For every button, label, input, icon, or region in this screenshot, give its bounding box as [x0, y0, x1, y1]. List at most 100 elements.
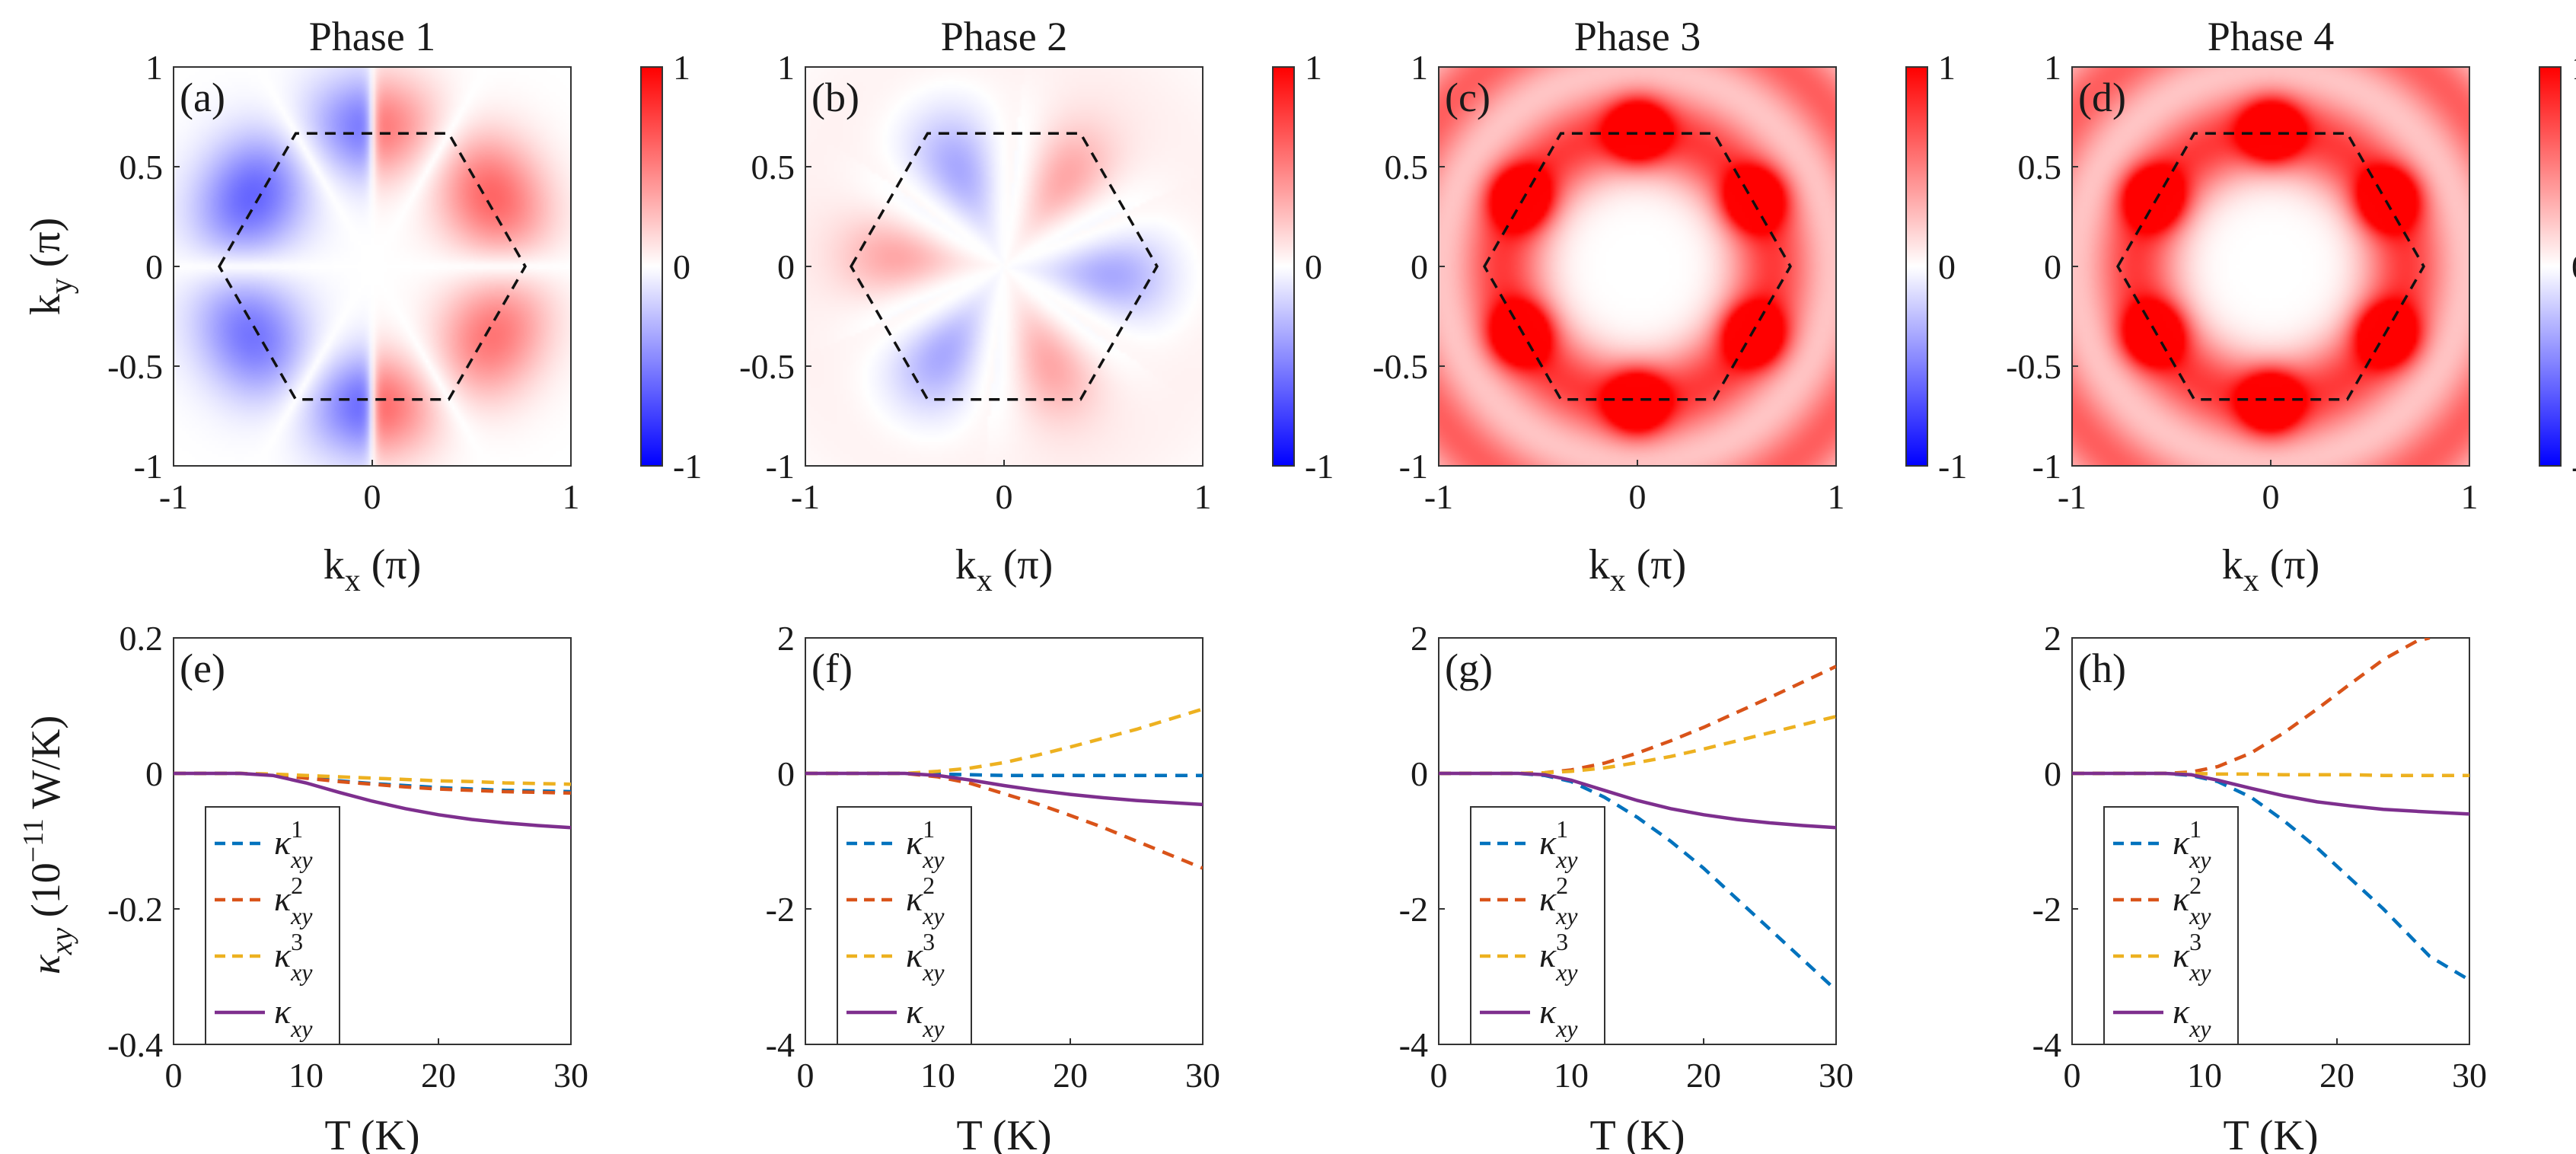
legend-box [1470, 806, 1605, 1045]
x-tick-label: -1 [1424, 477, 1453, 516]
legend-entry: κxy [2173, 992, 2211, 1042]
x-tick-label: 0 [2064, 1056, 2081, 1095]
y-tick-label: -4 [766, 1025, 795, 1064]
legend-entry: κ2 xy [2173, 872, 2211, 929]
heatmap-2 [805, 67, 1203, 466]
x-tick-label: 30 [1185, 1056, 1220, 1095]
y-tick-label: -2 [766, 890, 795, 929]
y-tick-label: 0.5 [120, 148, 164, 186]
y-tick-label: -4 [2032, 1025, 2061, 1064]
legend-entry: κ1 xy [906, 815, 945, 873]
series-line-4 [1439, 771, 1836, 830]
y-tick-label: 1 [1411, 48, 1428, 87]
panel-label: (h) [2078, 646, 2126, 691]
heatmap-4 [2072, 67, 2469, 466]
y-tick-label: 0 [145, 754, 163, 793]
x-tick-label: 0 [165, 1056, 183, 1095]
series-line-4 [805, 771, 1203, 807]
x-tick-label: 10 [2187, 1056, 2222, 1095]
heatmap-3 [1439, 67, 1836, 466]
brillouin-zone [1483, 132, 1792, 401]
legend-entry: κ3 xy [1539, 928, 1578, 986]
panel-label: (f) [811, 646, 853, 691]
y-tick-label: -1 [2032, 447, 2061, 486]
y-tick-label: 0.5 [2018, 148, 2062, 186]
series-line-4 [2072, 771, 2469, 816]
x-tick-label: 20 [1686, 1056, 1721, 1095]
x-tick-label: 30 [2452, 1056, 2487, 1095]
y-tick-label: -2 [2032, 890, 2061, 929]
x-tick-label: 10 [289, 1056, 324, 1095]
y-tick-label: 0.2 [120, 619, 164, 658]
panel-label: (a) [180, 75, 225, 120]
x-axis-label: kx (π) [2222, 541, 2320, 598]
colorbar-tick-label: -1 [2571, 447, 2576, 486]
x-tick-label: 10 [1554, 1056, 1589, 1095]
series-line-3 [1439, 715, 1836, 776]
legend-entry: κ3 xy [274, 928, 313, 986]
y-tick-label: 0 [2044, 247, 2061, 286]
y-tick-label: 1 [2044, 48, 2061, 87]
y-tick-label: -0.5 [1372, 347, 1428, 386]
y-tick-label: -4 [1399, 1025, 1428, 1064]
x-axis-label: T (K) [2224, 1112, 2319, 1154]
panel-label: (e) [180, 646, 225, 691]
legend-entry: κ1 xy [1539, 815, 1578, 873]
y-tick-label: 0.5 [1385, 148, 1429, 186]
x-axis-label: kx (π) [955, 541, 1054, 598]
colorbar-tick-label: 1 [1305, 48, 1322, 87]
x-tick-label: -1 [2058, 477, 2087, 516]
x-tick-label: 1 [1828, 477, 1845, 516]
y-tick-label: 2 [777, 619, 795, 658]
legend-entry: κ3 xy [2173, 928, 2211, 986]
y-axis-label: κxy (10−11 W/K) [18, 716, 78, 974]
x-tick-label: 20 [421, 1056, 456, 1095]
legend-entry: κ1 xy [2173, 815, 2211, 873]
colorbar-tick-label: 0 [1305, 247, 1322, 286]
y-tick-label: 0 [777, 247, 795, 286]
x-tick-label: -1 [791, 477, 820, 516]
legend-entry: κxy [906, 992, 945, 1042]
panel-title: Phase 2 [941, 14, 1067, 59]
colorbar-tick-label: -1 [673, 447, 702, 486]
x-tick-label: 0 [797, 1056, 815, 1095]
colorbar [640, 66, 663, 467]
y-tick-label: -0.4 [107, 1025, 163, 1064]
legend-entry: κ1 xy [274, 815, 313, 873]
x-tick-label: 0 [364, 477, 381, 516]
brillouin-zone [850, 132, 1159, 401]
legend-entry: κ2 xy [274, 872, 313, 929]
brillouin-zone [218, 132, 527, 401]
series-line-4 [174, 771, 571, 830]
colorbar-tick-label: -1 [1938, 447, 1967, 486]
y-tick-label: -0.5 [107, 347, 163, 386]
colorbar-tick-label: 0 [1938, 247, 1956, 286]
y-tick-label: 2 [2044, 619, 2061, 658]
x-tick-label: 0 [2262, 477, 2280, 516]
y-tick-label: 0 [2044, 754, 2061, 793]
colorbar-tick-label: 1 [673, 48, 690, 87]
y-axis-label: ky (π) [22, 218, 79, 316]
panel-label: (c) [1445, 75, 1490, 120]
x-axis-label: T (K) [1590, 1112, 1685, 1154]
colorbar-tick-label: 0 [2571, 247, 2576, 286]
colorbar-tick-label: 1 [1938, 48, 1956, 87]
x-tick-label: 30 [1819, 1056, 1854, 1095]
brillouin-zone [2116, 132, 2425, 401]
y-tick-label: 2 [1411, 619, 1428, 658]
panel-label: (g) [1445, 646, 1493, 691]
x-tick-label: 0 [1629, 477, 1647, 516]
heatmap-1 [174, 67, 571, 466]
panel-title: Phase 1 [309, 14, 435, 59]
series-line-3 [805, 707, 1203, 776]
y-tick-label: -0.5 [2006, 347, 2061, 386]
legend-entry: κ3 xy [906, 928, 945, 986]
y-tick-label: 0.5 [751, 148, 795, 186]
legend-box [2103, 806, 2239, 1045]
colorbar [1905, 66, 1928, 467]
y-tick-label: -0.5 [739, 347, 795, 386]
x-tick-label: 0 [1430, 1056, 1448, 1095]
y-tick-label: 1 [145, 48, 163, 87]
legend-box [837, 806, 972, 1045]
